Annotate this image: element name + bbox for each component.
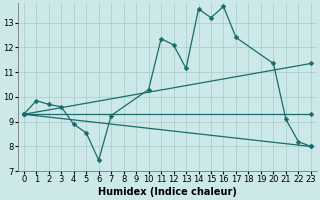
X-axis label: Humidex (Indice chaleur): Humidex (Indice chaleur)	[98, 187, 237, 197]
